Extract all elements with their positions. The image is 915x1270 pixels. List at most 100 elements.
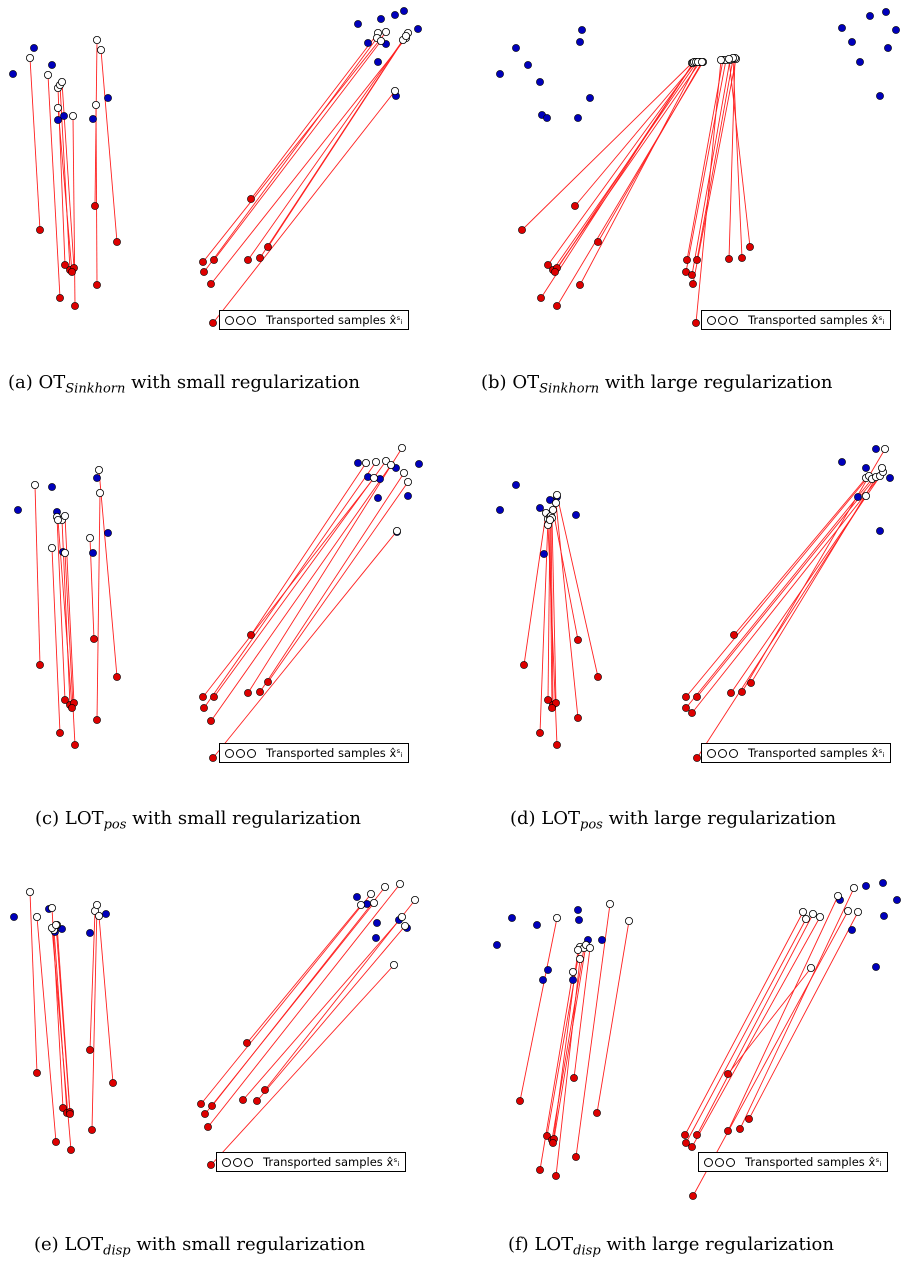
- transported-point: [44, 71, 53, 80]
- transport-line: [573, 947, 591, 1079]
- source-point: [56, 729, 64, 737]
- transported-point: [569, 968, 578, 977]
- source-point: [93, 716, 101, 724]
- transport-line: [98, 915, 114, 1084]
- transport-line: [556, 494, 599, 678]
- transported-points: [25, 27, 412, 121]
- source-point: [688, 271, 696, 279]
- source-point: [745, 1115, 753, 1123]
- transport-line: [553, 944, 587, 1140]
- transport-line: [202, 31, 387, 263]
- caption-subscript: Sinkhorn: [65, 381, 126, 397]
- target-point: [512, 44, 520, 52]
- transport-lines: [523, 448, 886, 759]
- target-point: [89, 549, 97, 557]
- source-point: [197, 1100, 205, 1108]
- transport-line: [597, 61, 703, 243]
- transported-point: [389, 961, 398, 970]
- caption-subscript: pos: [580, 817, 603, 833]
- source-point: [746, 243, 754, 251]
- transport-line: [210, 964, 395, 1166]
- legend-marker: [704, 1157, 737, 1167]
- target-point: [404, 492, 412, 500]
- target-point: [862, 464, 870, 472]
- source-point: [243, 1039, 251, 1047]
- target-point: [414, 25, 422, 33]
- transported-point: [366, 889, 375, 898]
- transported-point: [369, 474, 378, 483]
- caption-tag: (f): [508, 1234, 529, 1255]
- transport-line: [596, 920, 630, 1114]
- transported-point: [553, 914, 562, 923]
- source-point: [36, 226, 44, 234]
- caption-method: LOT: [64, 808, 104, 829]
- target-point: [93, 474, 101, 482]
- source-point: [207, 280, 215, 288]
- target-point: [372, 934, 380, 942]
- legend-label: Transported samples x̂ˢᵢ: [748, 746, 885, 760]
- source-point: [693, 256, 701, 264]
- transport-line: [267, 35, 407, 248]
- transported-point: [356, 900, 365, 909]
- scatter-plot: [14, 443, 423, 762]
- transport-line: [55, 924, 71, 1115]
- caption-subscript: disp: [573, 1243, 601, 1259]
- source-point: [256, 688, 264, 696]
- target-point: [10, 913, 18, 921]
- source-point: [688, 1143, 696, 1151]
- caption-method: LOT: [534, 1234, 574, 1255]
- target-point: [354, 459, 362, 467]
- transport-line: [91, 904, 98, 1131]
- source-point: [109, 1079, 117, 1087]
- legend: Transported samples x̂ˢᵢ: [219, 743, 409, 763]
- source-point: [683, 256, 691, 264]
- transported-points: [542, 444, 889, 530]
- source-point: [544, 261, 552, 269]
- source-point: [594, 673, 602, 681]
- transported-point: [395, 879, 404, 888]
- transported-points: [30, 443, 412, 558]
- transported-point: [52, 921, 61, 930]
- target-point: [536, 504, 544, 512]
- caption-subscript: disp: [103, 1243, 131, 1259]
- source-point: [536, 1166, 544, 1174]
- source-point: [90, 635, 98, 643]
- source-point: [552, 1172, 560, 1180]
- transport-line: [727, 967, 812, 1075]
- transported-point: [58, 78, 67, 87]
- target-point: [508, 914, 516, 922]
- target-point: [539, 976, 547, 984]
- caption-text: with small regularization: [136, 1234, 366, 1255]
- source-point: [33, 1069, 41, 1077]
- target-point: [496, 506, 504, 514]
- transported-point: [48, 544, 57, 553]
- target-point: [9, 70, 17, 78]
- source-point: [693, 754, 701, 762]
- transported-point: [605, 899, 614, 908]
- transported-point: [549, 506, 558, 515]
- transport-line: [72, 115, 76, 307]
- transported-point: [48, 904, 57, 913]
- source-point: [682, 693, 690, 701]
- transport-line: [213, 40, 382, 261]
- source-point: [256, 254, 264, 262]
- panel-f: Transported samples x̂ˢᵢ: [457, 870, 915, 1200]
- target-points: [14, 459, 423, 557]
- target-point: [48, 483, 56, 491]
- legend: Transported samples x̂ˢᵢ: [216, 1152, 406, 1172]
- transport-line: [574, 61, 697, 207]
- transported-point: [403, 478, 412, 487]
- transported-point: [96, 489, 105, 498]
- transported-point: [880, 444, 889, 453]
- transported-point: [798, 908, 807, 917]
- source-point: [593, 1109, 601, 1117]
- target-point: [879, 879, 887, 887]
- target-point: [536, 78, 544, 86]
- transport-line: [696, 913, 814, 1136]
- transported-point: [371, 457, 380, 466]
- transported-point: [861, 492, 870, 501]
- legend-marker: [707, 748, 740, 758]
- transport-line: [685, 918, 807, 1144]
- source-point: [209, 319, 217, 327]
- transport-line: [739, 887, 855, 1130]
